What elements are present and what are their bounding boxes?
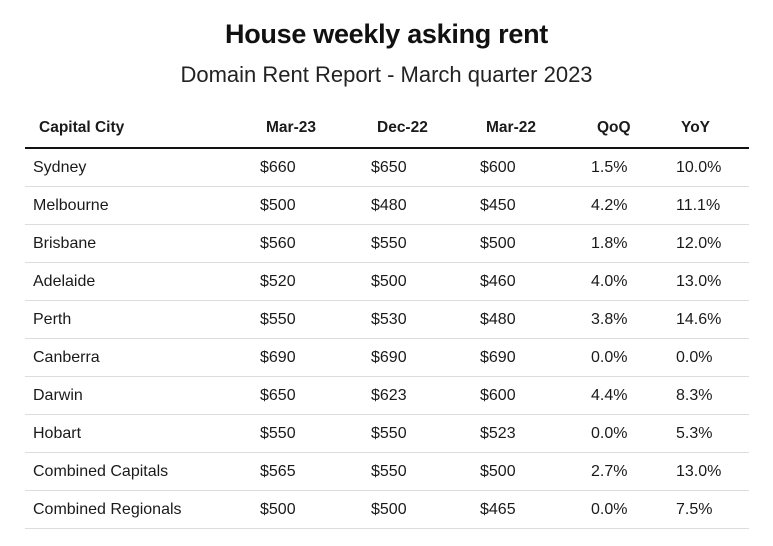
yoy-cell: 0.0% [676,349,713,366]
yoy-cell: 5.3% [676,425,713,442]
dec-22-cell: $550 [371,425,407,442]
city-cell: Combined Capitals [33,463,169,480]
mar-23-cell: $520 [260,273,296,290]
mar-22-cell: $600 [480,159,516,176]
mar-23-cell: $500 [260,197,296,214]
city-cell: Canberra [33,349,100,366]
mar-23-cell: $660 [260,159,296,176]
yoy-cell: 13.0% [676,463,722,480]
dec-22-cell: $623 [371,387,407,404]
city-cell: Sydney [33,159,87,176]
qoq-cell: 0.0% [591,349,628,366]
mar-22-cell: $480 [480,311,516,328]
table-row: Combined Capitals $565 $550 $500 2.7% 13… [25,453,749,491]
mar-22-cell: $500 [480,463,516,480]
yoy-cell: 10.0% [676,159,722,176]
table-row: Melbourne $500 $480 $450 4.2% 11.1% [25,187,749,225]
mar-22-cell: $600 [480,387,516,404]
qoq-cell: 4.4% [591,387,628,404]
mar-22-cell: $450 [480,197,516,214]
qoq-cell: 3.8% [591,311,628,328]
mar-23-cell: $500 [260,501,296,518]
city-cell: Brisbane [33,235,97,252]
column-header-mar-22: Mar-22 [486,119,536,136]
dec-22-cell: $500 [371,273,407,290]
mar-23-cell: $565 [260,463,296,480]
column-header-qoq: QoQ [597,119,631,136]
city-cell: Hobart [33,425,82,442]
mar-22-cell: $460 [480,273,516,290]
yoy-cell: 13.0% [676,273,722,290]
mar-23-cell: $650 [260,387,296,404]
mar-23-cell: $550 [260,425,296,442]
city-cell: Perth [33,311,72,328]
dec-22-cell: $500 [371,501,407,518]
table-row: Brisbane $560 $550 $500 1.8% 12.0% [25,225,749,263]
mar-22-cell: $500 [480,235,516,252]
mar-23-cell: $690 [260,349,296,366]
qoq-cell: 1.5% [591,159,628,176]
table-row: Darwin $650 $623 $600 4.4% 8.3% [25,377,749,415]
page-subtitle: Domain Rent Report - March quarter 2023 [180,62,593,87]
dec-22-cell: $650 [371,159,407,176]
qoq-cell: 4.0% [591,273,628,290]
yoy-cell: 11.1% [676,197,721,214]
yoy-cell: 14.6% [676,311,722,328]
mar-23-cell: $560 [260,235,296,252]
city-cell: Adelaide [33,273,96,290]
column-header-dec-22: Dec-22 [377,119,428,136]
mar-22-cell: $690 [480,349,516,366]
dec-22-cell: $530 [371,311,407,328]
table-row: Perth $550 $530 $480 3.8% 14.6% [25,301,749,339]
qoq-cell: 1.8% [591,235,628,252]
qoq-cell: 0.0% [591,501,628,518]
dec-22-cell: $550 [371,463,407,480]
column-header-mar-23: Mar-23 [266,119,316,136]
page-title: House weekly asking rent [225,19,548,49]
yoy-cell: 12.0% [676,235,722,252]
yoy-cell: 8.3% [676,387,713,404]
dec-22-cell: $690 [371,349,407,366]
yoy-cell: 7.5% [676,501,713,518]
qoq-cell: 4.2% [591,197,628,214]
dec-22-cell: $480 [371,197,407,214]
city-cell: Melbourne [33,197,109,214]
table-row: Combined Regionals $500 $500 $465 0.0% 7… [25,491,749,529]
table-row: Canberra $690 $690 $690 0.0% 0.0% [25,339,749,377]
city-cell: Darwin [33,387,83,404]
city-cell: Combined Regionals [33,501,182,518]
table-row: Adelaide $520 $500 $460 4.0% 13.0% [25,263,749,301]
mar-22-cell: $465 [480,501,516,518]
mar-22-cell: $523 [480,425,516,442]
column-header-capital-city: Capital City [39,119,125,136]
table-header-row: Capital City Mar-23 Dec-22 Mar-22 QoQ Yo… [25,108,749,149]
table-row: Sydney $660 $650 $600 1.5% 10.0% [25,149,749,187]
mar-23-cell: $550 [260,311,296,328]
column-header-yoy: YoY [681,119,710,136]
qoq-cell: 0.0% [591,425,628,442]
qoq-cell: 2.7% [591,463,628,480]
table-row: Hobart $550 $550 $523 0.0% 5.3% [25,415,749,453]
dec-22-cell: $550 [371,235,407,252]
rent-table: Capital City Mar-23 Dec-22 Mar-22 QoQ Yo… [25,108,749,529]
